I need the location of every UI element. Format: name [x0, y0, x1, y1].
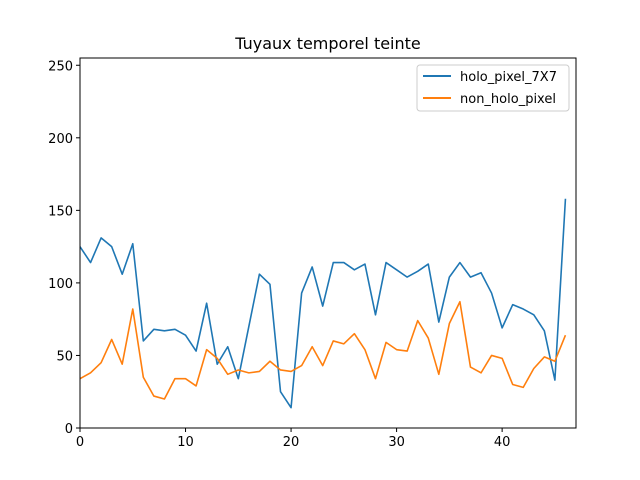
y-tick-label-3: 150	[48, 204, 73, 219]
legend: holo_pixel_7X7 non_holo_pixel	[416, 64, 570, 112]
legend-label-1: non_holo_pixel	[460, 92, 556, 107]
y-tick-label-1: 50	[56, 349, 73, 364]
y-tick-label-4: 200	[48, 132, 73, 147]
plot-frame	[79, 57, 577, 429]
chart-title: Tuyaux temporel teinte	[234, 34, 421, 53]
x-tick-label-1: 10	[177, 435, 194, 450]
x-tick-label-3: 30	[388, 435, 405, 450]
y-tick-label-0: 0	[65, 422, 73, 437]
x-tick-label-4: 40	[494, 435, 511, 450]
series-line-1	[79, 300, 567, 400]
y-tick-label-2: 100	[48, 277, 73, 292]
legend-label-0: holo_pixel_7X7	[460, 70, 557, 85]
legend-box	[416, 64, 570, 112]
x-tick-label-2: 20	[283, 435, 300, 450]
x-tick-label-0: 0	[76, 435, 84, 450]
series-line-0	[79, 198, 567, 409]
y-tick-label-5: 250	[48, 59, 73, 74]
